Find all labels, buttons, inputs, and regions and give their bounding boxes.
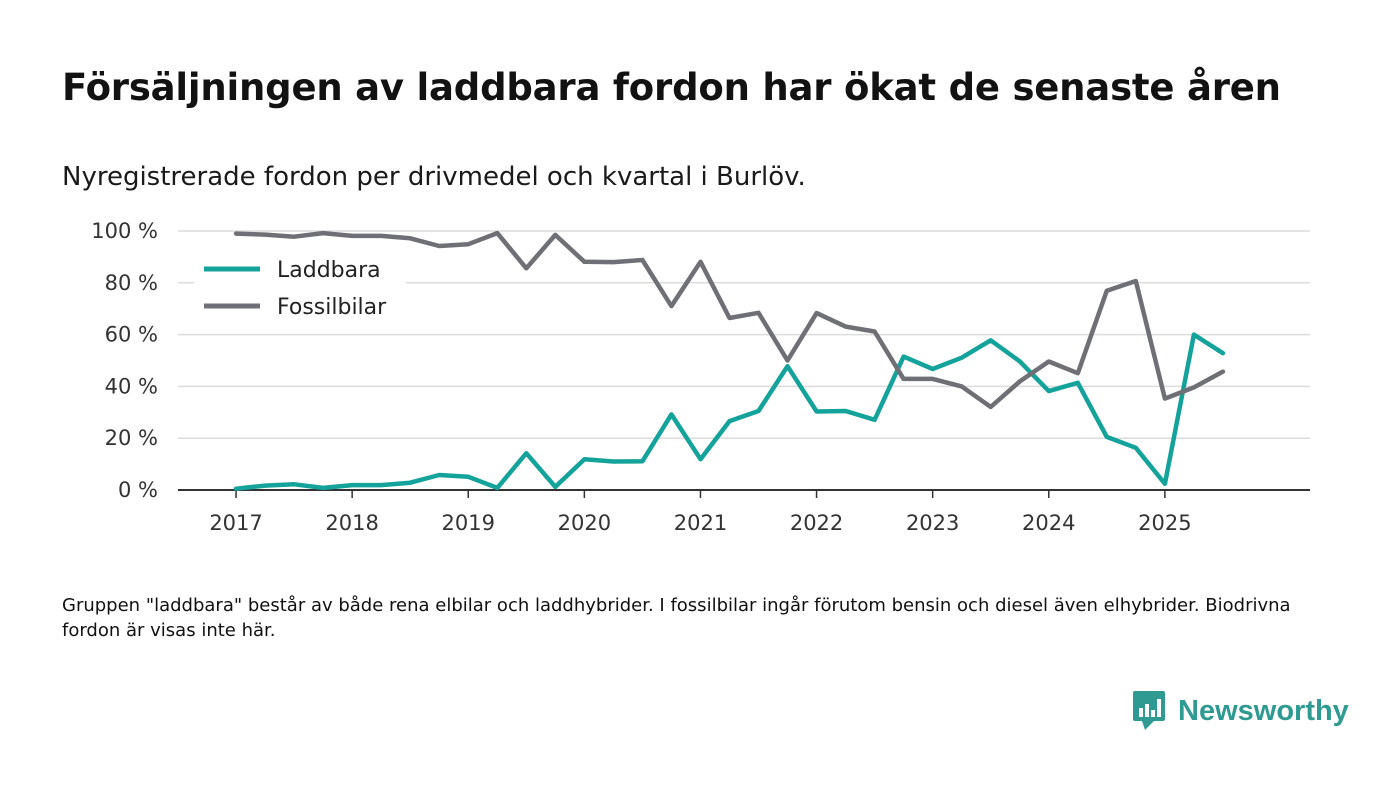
legend-label-fossilbilar: Fossilbilar — [277, 295, 387, 320]
y-tick-label: 0 % — [118, 478, 158, 502]
series-line-laddbara — [236, 335, 1223, 489]
x-tick-label: 2021 — [674, 511, 727, 535]
brand-name: Newsworthy — [1178, 695, 1349, 728]
x-tick-label: 2019 — [442, 511, 495, 535]
legend: Laddbara Fossilbilar — [194, 251, 406, 327]
y-tick-label: 40 % — [105, 374, 158, 398]
y-tick-label: 60 % — [105, 323, 158, 347]
x-tick-label: 2018 — [325, 511, 378, 535]
x-tick-label: 2025 — [1138, 511, 1191, 535]
y-tick-label: 20 % — [105, 426, 158, 450]
x-tick-label: 2017 — [209, 511, 262, 535]
y-tick-label: 100 % — [91, 219, 158, 243]
x-tick-label: 2024 — [1022, 511, 1075, 535]
y-tick-label: 80 % — [105, 271, 158, 295]
x-tick-label: 2022 — [790, 511, 843, 535]
x-tick-label: 2020 — [558, 511, 611, 535]
legend-label-laddbara: Laddbara — [277, 258, 381, 283]
newsworthy-logo-icon — [1132, 690, 1166, 732]
line-chart: 0 % 20 % 40 % 60 % 80 % 100 % 2017 2018 2019 2020… — [0, 0, 1400, 560]
x-tick-label: 2023 — [906, 511, 959, 535]
brand-logo: Newsworthy — [1132, 690, 1349, 732]
footnote: Gruppen "laddbara" består av både rena e… — [62, 593, 1332, 643]
